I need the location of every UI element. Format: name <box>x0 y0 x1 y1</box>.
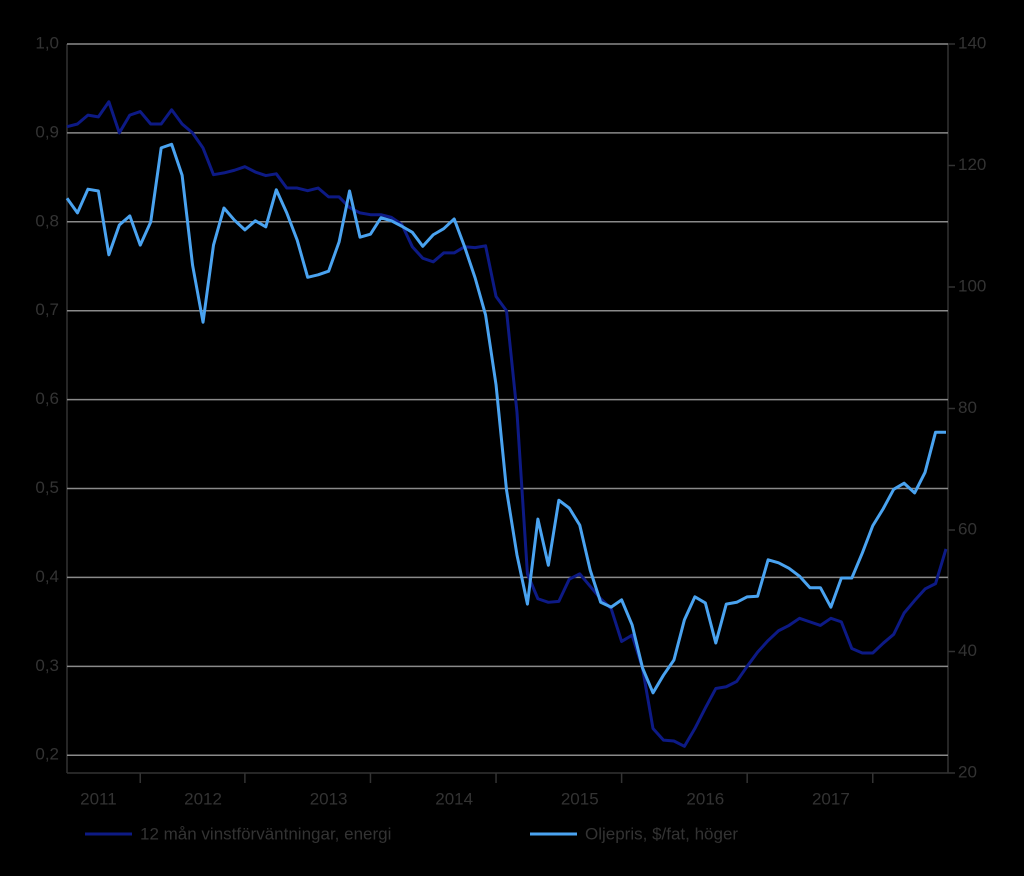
y2-tick-label: 100 <box>958 276 986 295</box>
legend-label: Oljepris, $/fat, höger <box>585 824 738 843</box>
x-tick-label: 2013 <box>310 789 348 808</box>
y2-tick-label: 60 <box>958 519 977 538</box>
y2-tick-label: 40 <box>958 641 977 660</box>
y-tick-label: 0,6 <box>35 389 59 408</box>
y2-tick-label: 20 <box>958 762 977 781</box>
x-tick-label: 2014 <box>435 789 473 808</box>
x-tick-label: 2015 <box>561 789 599 808</box>
y-tick-label: 0,2 <box>35 745 59 764</box>
x-tick-label: 2017 <box>812 789 850 808</box>
y-tick-label: 0,8 <box>35 211 59 230</box>
y-tick-label: 0,4 <box>35 567 59 586</box>
x-tick-label: 2016 <box>686 789 724 808</box>
legend: 12 mån vinstförväntningar, energi Oljepr… <box>85 824 738 843</box>
y-tick-label: 0,3 <box>35 656 59 675</box>
y2-tick-label: 140 <box>958 33 986 52</box>
series-line <box>65 142 946 695</box>
series-line <box>66 100 948 748</box>
y-tick-label: 0,7 <box>35 300 59 319</box>
x-tick-label: 2011 <box>80 789 117 808</box>
x-tick-label: 2012 <box>184 789 222 808</box>
y2-tick-label: 120 <box>958 155 986 174</box>
y-tick-label: 0,5 <box>35 478 59 497</box>
y-tick-label: 1,0 <box>35 33 59 52</box>
legend-label: 12 mån vinstförväntningar, energi <box>140 824 391 843</box>
y2-tick-label: 80 <box>958 398 977 417</box>
y-tick-label: 0,9 <box>35 122 59 141</box>
